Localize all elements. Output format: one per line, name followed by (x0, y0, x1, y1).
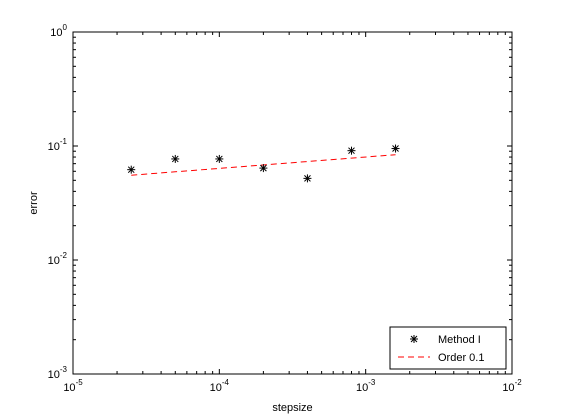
legend-label: Order 0.1 (438, 352, 484, 364)
x-tick-labels: 10-5 10-4 10-3 10-2 (63, 378, 522, 394)
data-point (391, 144, 400, 153)
axis-ticks (72, 31, 513, 375)
legend-marker (410, 335, 418, 343)
data-point (347, 146, 356, 155)
x-axis-label: stepsize (272, 402, 312, 414)
data-point (303, 174, 312, 183)
x-tick-label: 10-5 (63, 378, 83, 394)
y-axis-label: error (28, 191, 40, 215)
data-point (215, 154, 224, 163)
plot-area: 10-5 10-4 10-3 10-2 10-3 10-2 10-1 100 (48, 23, 523, 394)
x-tick-label: 10-2 (502, 378, 522, 394)
legend-label: Method I (438, 334, 481, 346)
y-tick-labels: 10-3 10-2 10-1 100 (48, 23, 68, 381)
x-tick-label: 10-3 (356, 378, 376, 394)
y-tick-label: 10-1 (48, 137, 68, 153)
legend: Method I Order 0.1 (389, 326, 507, 370)
legend-items: Method I Order 0.1 (398, 334, 484, 364)
axes-box (72, 31, 513, 375)
data-point (259, 164, 268, 173)
data-point (171, 154, 180, 163)
y-tick-label: 10-3 (48, 365, 68, 381)
y-tick-label: 100 (50, 23, 67, 39)
x-tick-label: 10-4 (210, 378, 230, 394)
legend-box (389, 326, 507, 370)
series-layer (127, 144, 400, 183)
y-tick-label: 10-2 (48, 251, 68, 267)
data-point (127, 165, 136, 174)
